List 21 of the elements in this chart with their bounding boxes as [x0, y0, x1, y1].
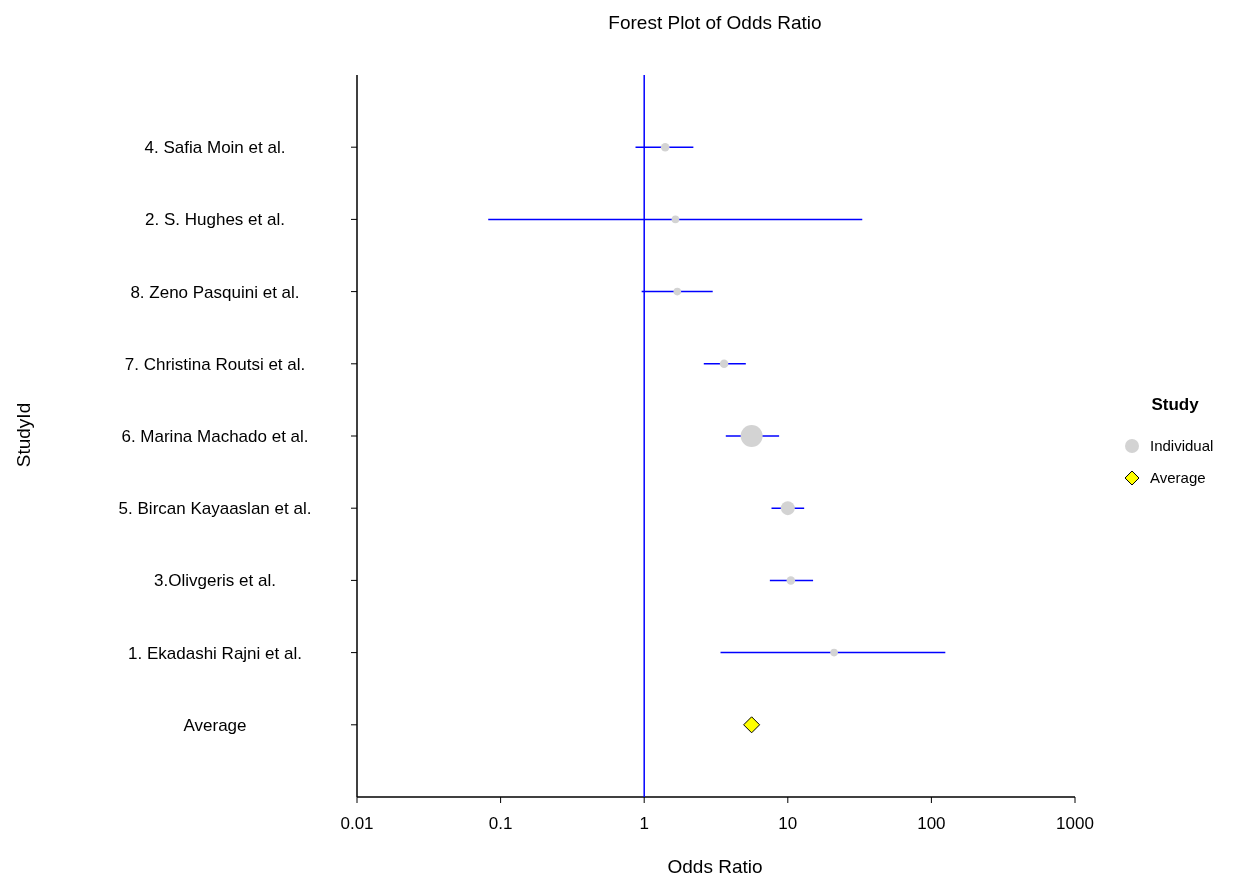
y-tick-label: 3.Olivgeris et al. — [154, 571, 276, 591]
legend-label: Average — [1150, 469, 1206, 486]
y-tick-label: 4. Safia Moin et al. — [144, 138, 286, 158]
y-tick-label: 1. Ekadashi Rajni et al. — [128, 643, 302, 663]
y-tick-label: 5. Bircan Kayaaslan et al. — [118, 499, 312, 519]
x-axis-title: Odds Ratio — [667, 856, 763, 877]
x-tick-label: 0.01 — [340, 814, 374, 833]
y-tick-label: Average — [183, 715, 247, 735]
legend-title: Study — [1151, 395, 1200, 414]
x-tick-label: 1000 — [1056, 814, 1094, 833]
x-tick-label: 100 — [917, 814, 946, 833]
y-tick-label: 2. S. Hughes et al. — [145, 210, 285, 230]
x-tick-label: 1 — [639, 814, 649, 833]
y-tick-label: 8. Zeno Pasquini et al. — [130, 282, 300, 302]
x-tick-label: 10 — [778, 814, 798, 833]
y-axis-title: StudyId — [13, 402, 34, 468]
chart-title: Forest Plot of Odds Ratio — [608, 12, 822, 33]
y-tick-label: 6. Marina Machado et al. — [121, 427, 309, 446]
x-tick-label: 0.1 — [488, 814, 513, 833]
y-tick-label: 7. Christina Routsi et al. — [124, 354, 306, 374]
legend-label: Individual — [1150, 437, 1214, 454]
